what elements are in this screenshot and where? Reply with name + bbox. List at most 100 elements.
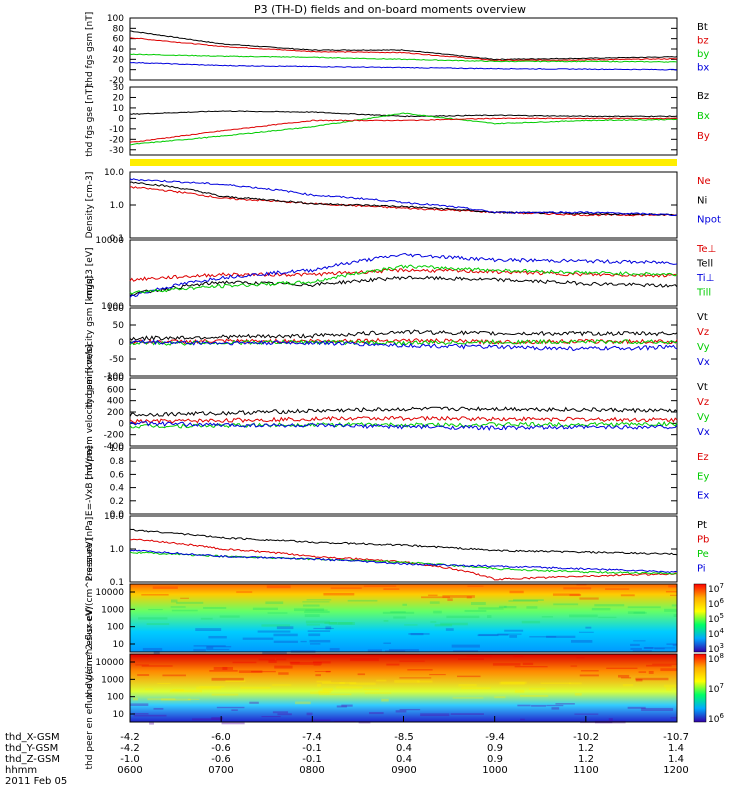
legend-entry: Ni <box>697 195 707 206</box>
series-line-Vx <box>129 339 678 352</box>
legend-entry: Vt <box>697 312 708 323</box>
spectrogram-texture <box>630 643 640 646</box>
spectrogram-texture <box>451 644 480 648</box>
spectrogram-texture <box>390 611 406 613</box>
spectrogram-texture <box>404 624 418 626</box>
spectrogram-texture <box>608 718 613 721</box>
spectrogram-texture <box>208 635 227 639</box>
footer-date-row: 2011 Feb 05 <box>0 776 750 787</box>
spectrogram-texture <box>238 670 263 673</box>
spectrogram-texture <box>529 636 557 638</box>
spectrogram-texture <box>498 605 507 608</box>
spectrogram-texture <box>290 661 322 665</box>
series-line-Bt <box>129 30 678 61</box>
footer-value: 1.4 <box>668 743 684 754</box>
footer-value: -4.2 <box>120 743 140 754</box>
spectrogram-texture <box>133 697 139 701</box>
spectrogram-texture <box>673 614 677 617</box>
spectrogram-texture <box>546 704 564 707</box>
spectrogram-texture <box>336 705 347 708</box>
y-axis-label: thd peer en eflux eV/(cm^2-s-sr-eV) <box>85 606 95 769</box>
spectrogram-texture <box>501 681 527 684</box>
spectrogram-texture <box>504 629 524 632</box>
y-tick-label: 1000 <box>101 302 124 312</box>
spectrogram-texture <box>408 633 430 635</box>
spectrogram-texture <box>309 639 331 643</box>
spectrogram-texture <box>341 704 353 707</box>
spectrogram-texture <box>618 674 630 678</box>
spectrogram-texture <box>314 670 331 672</box>
spectrogram-texture <box>458 684 477 687</box>
spectrogram-texture <box>526 606 538 609</box>
spectrogram-texture <box>668 585 677 588</box>
spectrogram-texture <box>517 704 531 707</box>
spectrogram-texture <box>553 603 579 606</box>
panel-frame <box>129 17 678 81</box>
spectrogram-texture <box>540 682 571 684</box>
series-line-Vx <box>129 420 678 431</box>
legend-entry: by <box>697 49 709 60</box>
spectrogram-texture <box>138 617 168 620</box>
spectrogram-texture <box>395 710 407 713</box>
footer-value: 0700 <box>208 765 234 776</box>
spectrogram-texture <box>219 615 240 618</box>
spectrogram-texture <box>222 666 234 670</box>
spectrogram-texture <box>364 692 392 694</box>
footer-value: -0.6 <box>211 743 231 754</box>
y-tick-label: 10 <box>113 640 125 650</box>
spectrogram-texture <box>252 607 278 611</box>
spectrogram-texture <box>466 596 472 599</box>
spectrogram-texture <box>407 669 433 671</box>
footer-value: -0.6 <box>211 754 231 765</box>
footer-date: 2011 Feb 05 <box>5 776 68 787</box>
spectrogram-texture <box>541 616 553 618</box>
spectrogram-texture <box>308 633 321 637</box>
spectrogram-texture <box>216 706 245 709</box>
spectrogram-texture <box>605 588 630 590</box>
spectrogram-texture <box>598 616 617 619</box>
footer-row-z: thd_Z-GSM -1.0 -0.6 -0.1 0.4 0.9 1.2 1.4 <box>0 754 750 765</box>
spectrogram-texture <box>149 721 154 725</box>
separator-bar <box>130 159 677 166</box>
spectrogram-texture <box>251 670 276 673</box>
footer-value: 0.9 <box>487 754 503 765</box>
series-line-Bz <box>129 110 678 118</box>
y-tick-label: 10 <box>113 710 125 720</box>
footer-value: -4.2 <box>120 732 140 743</box>
spectrogram-texture <box>161 698 191 701</box>
spectrogram-texture <box>272 684 292 686</box>
series-line-Ti⊥ <box>129 252 678 298</box>
spectrogram-texture <box>571 640 593 643</box>
legend-entry: Ex <box>697 491 709 502</box>
spectrogram-texture <box>324 622 338 624</box>
spectrogram-texture <box>383 619 389 622</box>
legend-entry: Vy <box>697 412 710 423</box>
spectrogram-texture <box>569 593 582 597</box>
spectrogram-texture <box>563 587 592 590</box>
series-line-Npot <box>129 178 678 217</box>
spectrogram-texture <box>304 610 330 613</box>
spectrogram-texture <box>513 599 544 601</box>
spectrogram <box>130 584 677 652</box>
spectrogram-texture <box>466 655 492 658</box>
legend-entry: bx <box>697 63 709 74</box>
series-line-Pb <box>129 538 678 581</box>
colorbar-tick-label: 104 <box>708 627 724 640</box>
y-tick-label: -200 <box>104 431 125 441</box>
spectrogram-texture <box>336 686 363 689</box>
series-line-Vz <box>129 337 678 345</box>
y-tick-label: 100 <box>107 304 124 314</box>
footer-value: -0.1 <box>302 743 322 754</box>
spectrogram-texture <box>321 682 345 685</box>
footer-label: hhmm <box>5 765 38 776</box>
legend-entry: bz <box>697 36 709 47</box>
legend-entry: Pe <box>697 549 709 560</box>
spectrogram-texture <box>672 644 677 647</box>
spectrogram-texture <box>318 693 352 696</box>
chart-title: P3 (TH-D) fields and on-board moments ov… <box>254 3 526 16</box>
spectrogram-texture <box>274 665 293 669</box>
spectrogram-texture <box>157 683 171 685</box>
y-tick-label: 0 <box>118 338 124 348</box>
spectrogram-texture <box>591 607 611 611</box>
